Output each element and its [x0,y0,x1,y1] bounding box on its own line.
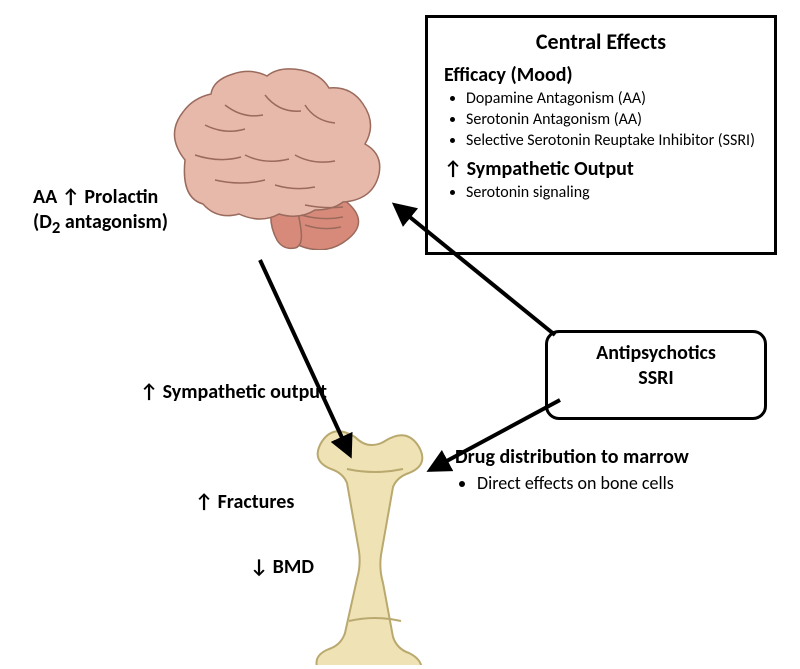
brain-svg [155,65,395,250]
drugs-box: Antipsychotics SSRI [545,330,767,420]
efficacy-title: Efficacy (Mood) [444,63,758,87]
efficacy-item: Dopamine Antagonism (AA) [466,89,758,110]
label-sympathetic-output: ↑ Sympathetic output [140,380,327,405]
bone-illustration [315,425,435,665]
bone-svg [315,425,435,665]
label-drug-distribution: Drug distribution to marrow Direct effec… [455,445,689,501]
brain-illustration [155,65,395,250]
efficacy-list: Dopamine Antagonism (AA) Serotonin Antag… [444,89,758,151]
label-fractures: ↑ Fractures [195,490,294,515]
diagram-canvas: Central Effects Efficacy (Mood) Dopamine… [0,0,800,669]
sympathetic-item: Serotonin signaling [466,183,758,204]
drugs-line: SSRI [566,366,746,391]
efficacy-item: Serotonin Antagonism (AA) [466,110,758,131]
drug-dist-item: Direct effects on bone cells [477,472,689,495]
drug-dist-list: Direct effects on bone cells [455,472,689,495]
label-prolactin: AA ↑ Prolactin (D2 antagonism) [33,185,168,239]
drug-dist-title: Drug distribution to marrow [455,445,689,470]
sympathetic-title: ↑ Sympathetic Output [444,157,758,181]
drugs-line: Antipsychotics [566,341,746,366]
label-bmd: ↓ BMD [250,555,314,580]
central-effects-title: Central Effects [444,28,758,55]
efficacy-item: Selective Serotonin Reuptake Inhibitor (… [466,131,758,152]
sympathetic-list: Serotonin signaling [444,183,758,204]
central-effects-box: Central Effects Efficacy (Mood) Dopamine… [425,15,777,255]
